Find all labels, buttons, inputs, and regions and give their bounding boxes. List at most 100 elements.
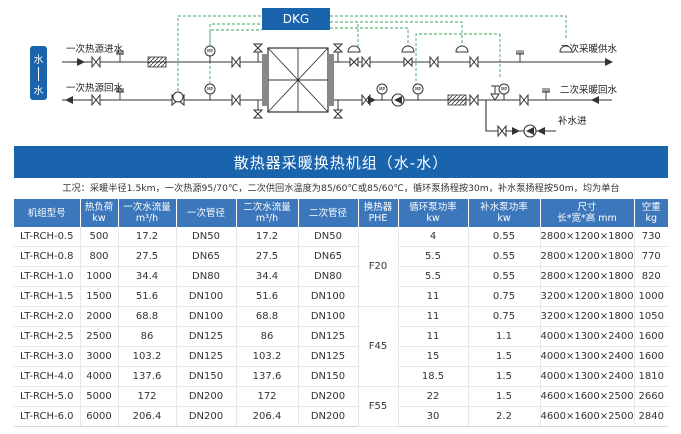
header-weight: 空重 kg bbox=[634, 199, 668, 227]
cell-heat-load: 3000 bbox=[80, 346, 119, 367]
cell-size: 3200×1200×1800 bbox=[540, 286, 635, 307]
strainer-icon-2 bbox=[447, 94, 467, 106]
table-row: LT-RCH-2.0 2000 68.8 DN100 68.8 DN100 F45 11 0.7… bbox=[14, 306, 668, 387]
thermometer-icons bbox=[116, 50, 550, 100]
cell-circ-pump: 5.5 bbox=[398, 246, 469, 267]
cell-makeup-pump: 0.55 bbox=[468, 227, 541, 247]
header-circ-pump: 循环泵功率 kw bbox=[398, 199, 469, 227]
cell-weight: 1810 bbox=[634, 366, 668, 387]
cell-model: LT-RCH-3.0 bbox=[14, 346, 81, 367]
table-row: LT-RCH-5.0 5000 172 DN200 172 DN200 F55 22 1.5 46… bbox=[14, 386, 668, 427]
gauge-label-1: MP bbox=[207, 49, 213, 54]
cell-secondary-pipe: DN80 bbox=[298, 266, 359, 287]
cell-primary-flow: 103.2 bbox=[118, 346, 177, 367]
header-model: 机组型号 bbox=[14, 199, 81, 227]
makeup-pump-icon bbox=[523, 124, 537, 138]
table-title: 散热器采暖换热机组（水-水） bbox=[14, 146, 668, 178]
cell-primary-pipe: DN100 bbox=[176, 286, 237, 307]
cell-heat-load: 800 bbox=[80, 246, 119, 267]
side-label-bottom: 水 bbox=[34, 85, 44, 97]
table-row: LT-RCH-6.0 6000 206.4 DN200 206.4 DN200 30 2.2 4… bbox=[14, 406, 668, 427]
safety-valve-icon bbox=[490, 85, 500, 101]
cell-secondary-flow: 27.5 bbox=[236, 246, 299, 267]
cell-circ-pump: 18.5 bbox=[398, 366, 469, 387]
cell-size: 4600×1600×2500 bbox=[540, 386, 635, 407]
cell-makeup-pump: 1.5 bbox=[468, 386, 541, 407]
cell-secondary-flow: 51.6 bbox=[236, 286, 299, 307]
cell-makeup-pump: 1.5 bbox=[468, 346, 541, 367]
cell-secondary-pipe: DN200 bbox=[298, 386, 359, 407]
label-primary-supply-in: 一次热源进水 bbox=[66, 43, 124, 55]
cell-primary-flow: 137.6 bbox=[118, 366, 177, 387]
cell-primary-flow: 17.2 bbox=[118, 227, 177, 247]
cell-weight: 820 bbox=[634, 266, 668, 287]
cell-size: 4000×1300×2400 bbox=[540, 366, 635, 387]
label-primary-return: 一次热源回水 bbox=[66, 82, 124, 94]
cell-model: LT-RCH-0.5 bbox=[14, 227, 81, 247]
cell-secondary-pipe: DN100 bbox=[298, 286, 359, 307]
cell-secondary-flow: 172 bbox=[236, 386, 299, 407]
cell-makeup-pump: 1.1 bbox=[468, 326, 541, 347]
cell-size: 2800×1200×1800 bbox=[540, 227, 635, 247]
cell-size: 4000×1300×2400 bbox=[540, 346, 635, 367]
table-body: LT-RCH-0.5 500 17.2 DN50 17.2 DN50 F20 4 0.55 280… bbox=[14, 227, 668, 427]
header-secondary-flow: 二次水流量 m³/h bbox=[236, 199, 299, 227]
cell-secondary-flow: 86 bbox=[236, 326, 299, 347]
control-wires bbox=[177, 15, 567, 96]
table-row: LT-RCH-0.5 500 17.2 DN50 17.2 DN50 F20 4 0.55 280… bbox=[14, 227, 668, 307]
cell-secondary-pipe: DN125 bbox=[298, 326, 359, 347]
table-row: LT-RCH-2.5 2500 86 DN125 86 DN125 11 1.1 4000×13… bbox=[14, 326, 668, 347]
cell-weight: 1600 bbox=[634, 326, 668, 347]
header-size: 尺寸 长*宽*高 mm bbox=[540, 199, 635, 227]
cell-model: LT-RCH-2.5 bbox=[14, 326, 81, 347]
cell-circ-pump: 30 bbox=[398, 406, 469, 427]
drain-valve-icons bbox=[252, 43, 344, 119]
cell-primary-flow: 172 bbox=[118, 386, 177, 407]
working-condition: 工况：采暖半径1.5km，一次热源95/70℃，二次供回水温度为85/60℃或8… bbox=[62, 183, 620, 194]
dkg-label: DKG bbox=[283, 12, 309, 26]
label-secondary-supply: 二次采暖供水 bbox=[560, 43, 618, 55]
cell-makeup-pump: 0.55 bbox=[468, 266, 541, 287]
cell-heat-load: 6000 bbox=[80, 406, 119, 427]
header-primary-pipe: 一次管径 bbox=[176, 199, 237, 227]
header-phe: 换热器 PHE bbox=[358, 199, 399, 227]
cell-primary-flow: 68.8 bbox=[118, 306, 177, 327]
cell-primary-flow: 86 bbox=[118, 326, 177, 347]
cell-secondary-pipe: DN65 bbox=[298, 246, 359, 267]
cell-weight: 1000 bbox=[634, 286, 668, 307]
system-schematic: DKG 水 水 一次热源进水 一次热源回水 二次采暖供水 二次采暖回水 补水进 bbox=[30, 8, 618, 138]
circulation-pump-icon bbox=[391, 93, 405, 107]
cell-secondary-pipe: DN50 bbox=[298, 227, 359, 247]
cell-weight: 1050 bbox=[634, 306, 668, 327]
cell-weight: 2840 bbox=[634, 406, 668, 427]
control-valve-icons bbox=[171, 45, 573, 107]
header-primary-flow: 一次水流量 m³/h bbox=[118, 199, 177, 227]
makeup-check-valve-icon bbox=[512, 127, 520, 135]
cell-circ-pump: 22 bbox=[398, 386, 469, 407]
cell-size: 4000×1300×2400 bbox=[540, 326, 635, 347]
cell-heat-load: 2000 bbox=[80, 306, 119, 327]
cell-primary-pipe: DN125 bbox=[176, 346, 237, 367]
cell-phe: F45 bbox=[358, 306, 399, 387]
cell-secondary-flow: 103.2 bbox=[236, 346, 299, 367]
cell-secondary-flow: 34.4 bbox=[236, 266, 299, 287]
cell-secondary-flow: 206.4 bbox=[236, 406, 299, 427]
cell-makeup-pump: 2.2 bbox=[468, 406, 541, 427]
cell-model: LT-RCH-0.8 bbox=[14, 246, 81, 267]
cell-secondary-flow: 68.8 bbox=[236, 306, 299, 327]
cell-size: 4600×1600×2500 bbox=[540, 406, 635, 427]
cell-makeup-pump: 1.5 bbox=[468, 366, 541, 387]
cell-circ-pump: 11 bbox=[398, 306, 469, 327]
cell-model: LT-RCH-1.5 bbox=[14, 286, 81, 307]
plate-heat-exchanger-icon bbox=[262, 47, 334, 113]
strainer-icon bbox=[147, 56, 167, 68]
pressure-gauge-icons: MP MP MP MP MP bbox=[204, 45, 510, 100]
cell-circ-pump: 5.5 bbox=[398, 266, 469, 287]
cell-primary-pipe: DN125 bbox=[176, 326, 237, 347]
cell-heat-load: 4000 bbox=[80, 366, 119, 387]
cell-secondary-flow: 137.6 bbox=[236, 366, 299, 387]
cell-heat-load: 1000 bbox=[80, 266, 119, 287]
cell-phe: F20 bbox=[358, 227, 399, 307]
header-makeup-pump: 补水泵功率 kw bbox=[468, 199, 541, 227]
cell-primary-pipe: DN200 bbox=[176, 406, 237, 427]
